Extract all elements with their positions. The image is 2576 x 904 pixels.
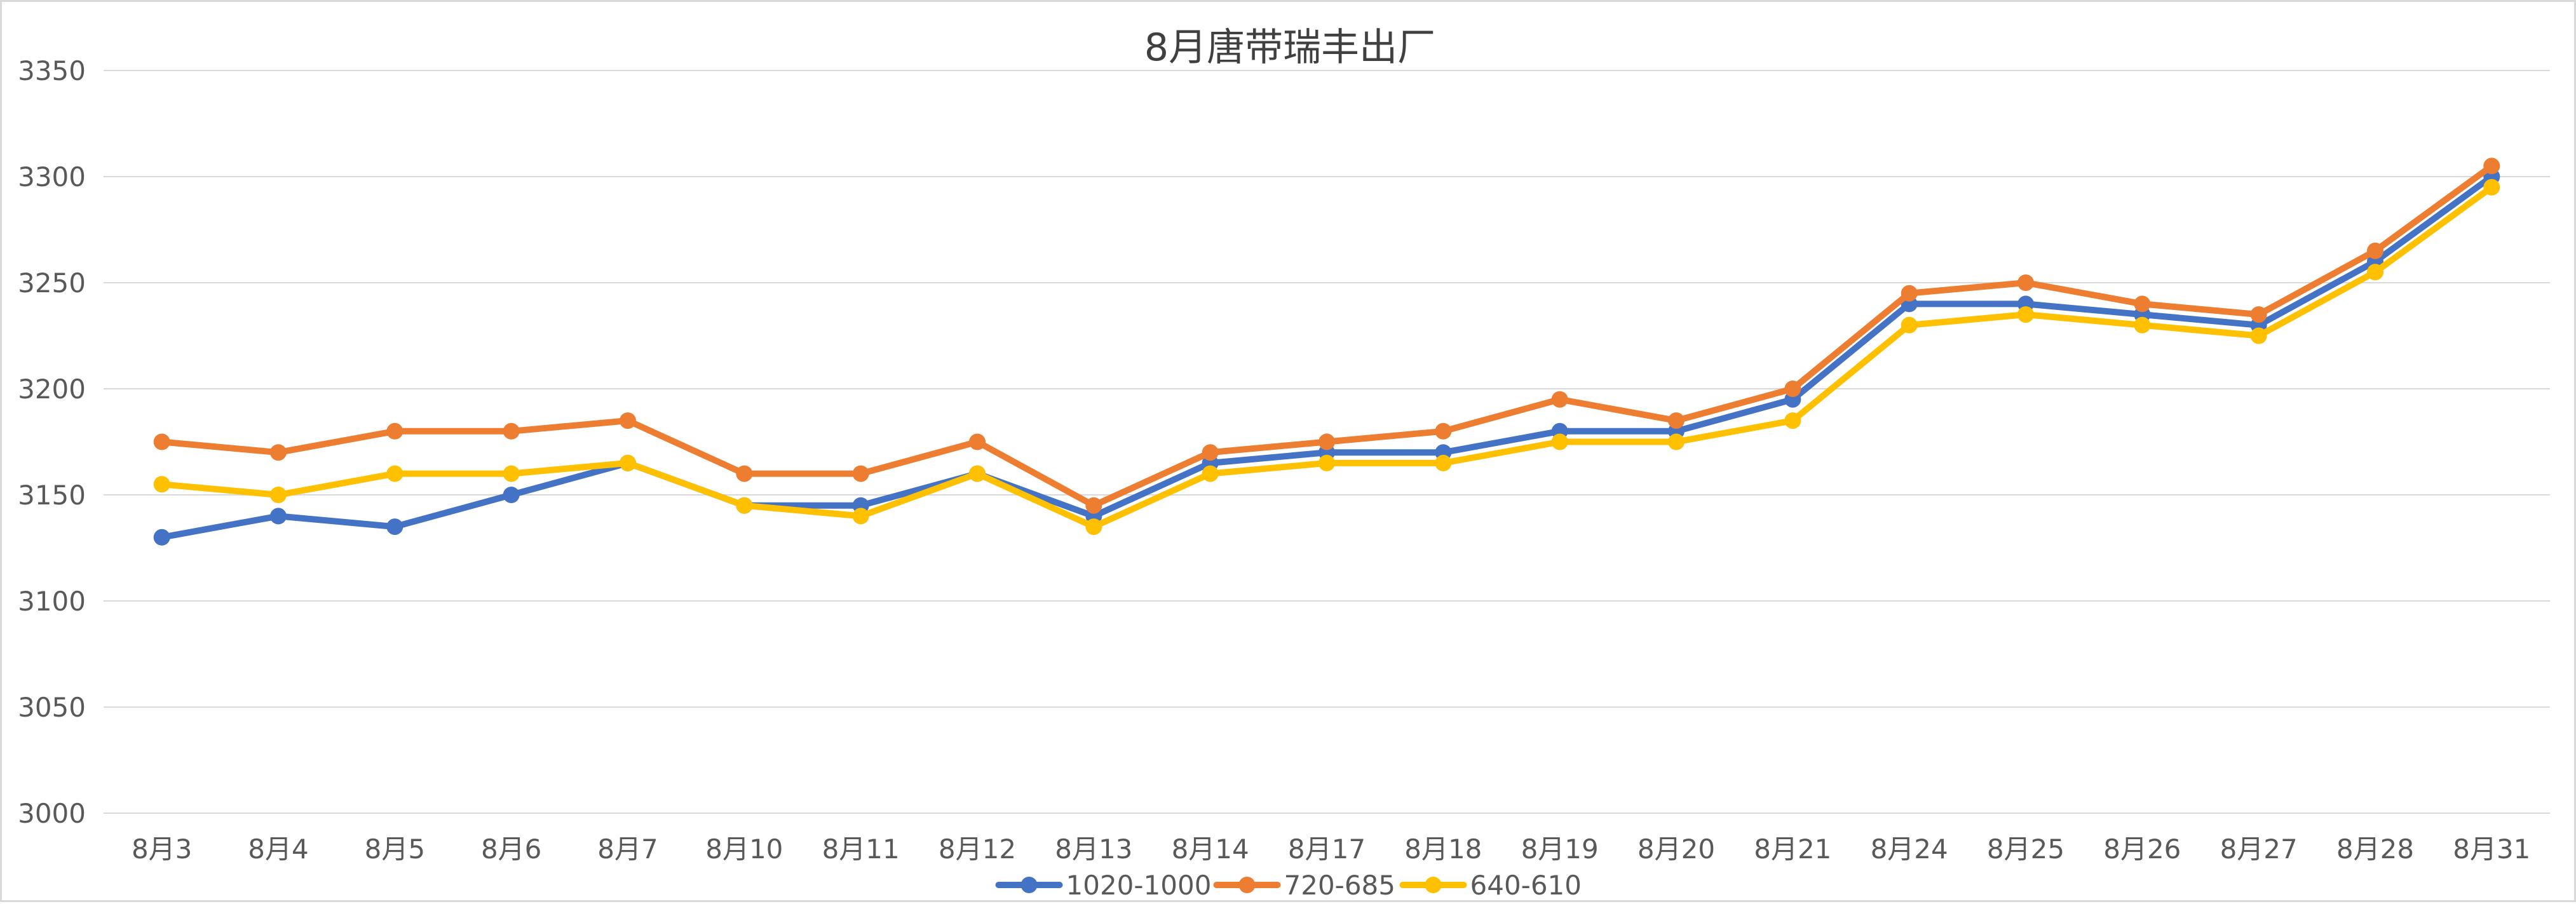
x-tick-label: 8月7 [597, 833, 658, 865]
data-point [1202, 465, 1219, 482]
data-point [386, 422, 403, 440]
data-point [620, 454, 636, 471]
legend-label: 640-610 [1470, 870, 1582, 901]
data-point [1551, 391, 1568, 408]
data-point [2367, 264, 2383, 281]
legend-item: 720-685 [1213, 870, 1396, 901]
y-tick-label: 3000 [18, 798, 86, 829]
data-point [2017, 306, 2034, 323]
x-tick-label: 8月18 [1404, 833, 1482, 865]
data-point [1435, 422, 1452, 440]
chart-title: 8月唐带瑞丰出厂 [1144, 25, 1435, 70]
data-point [153, 529, 170, 546]
data-point [270, 487, 287, 503]
data-point [1319, 433, 1335, 450]
y-tick-label: 3150 [18, 480, 86, 511]
data-point [1085, 518, 1102, 536]
data-point [2134, 316, 2151, 334]
x-tick-label: 8月31 [2453, 833, 2530, 865]
data-point [270, 444, 287, 461]
series-group [153, 158, 2500, 546]
x-tick-label: 8月24 [1871, 833, 1948, 865]
x-tick-label: 8月17 [1288, 833, 1366, 865]
data-point [620, 412, 636, 429]
series-line [158, 173, 2495, 541]
data-point [503, 487, 520, 503]
x-tick-label: 8月6 [481, 833, 541, 865]
y-tick-label: 3200 [18, 374, 86, 405]
x-tick-label: 8月11 [822, 833, 900, 865]
x-tick-label: 8月5 [365, 833, 425, 865]
x-tick-label: 8月14 [1172, 833, 1249, 865]
data-point [969, 465, 986, 482]
x-tick-label: 8月3 [132, 833, 192, 865]
y-tick-label: 3350 [18, 55, 86, 86]
data-point [852, 465, 869, 482]
series-1020-1000 [153, 168, 2500, 546]
legend-label: 720-685 [1284, 870, 1396, 901]
data-point [2134, 295, 2151, 313]
legend-swatch-marker [1425, 877, 1442, 893]
data-point [1901, 285, 1918, 302]
x-tick-label: 8月19 [1521, 833, 1599, 865]
y-tick-label: 3250 [18, 267, 86, 299]
y-tick-label: 3100 [18, 586, 86, 617]
x-tick-label: 8月4 [248, 833, 308, 865]
data-point [1784, 412, 1801, 429]
x-tick-label: 8月25 [1987, 833, 2064, 865]
x-tick-label: 8月27 [2220, 833, 2298, 865]
data-point [386, 518, 403, 536]
legend-item: 1020-1000 [995, 870, 1212, 901]
data-point [386, 465, 403, 482]
legend-swatch-marker [1238, 877, 1256, 893]
series-720-685 [153, 158, 2500, 514]
data-point [1085, 497, 1102, 514]
data-point [1668, 412, 1685, 429]
y-tick-label: 3300 [18, 161, 86, 192]
data-point [1784, 381, 1801, 397]
y-axis: 3000 3050 3100 3150 3200 3250 3300 3350 [18, 55, 86, 829]
x-tick-label: 8月28 [2336, 833, 2414, 865]
data-point [1901, 316, 1918, 334]
data-point [2483, 158, 2500, 175]
data-point [153, 433, 170, 450]
x-tick-label: 8月10 [705, 833, 783, 865]
data-point [270, 508, 287, 525]
data-point [1435, 454, 1452, 471]
x-tick-label: 8月13 [1055, 833, 1132, 865]
data-point [2483, 179, 2500, 196]
x-tick-label: 8月21 [1754, 833, 1831, 865]
data-point [736, 497, 753, 514]
series-640-610 [153, 179, 2500, 536]
data-point [1551, 433, 1568, 450]
legend: 1020-1000 720-685 640-610 [995, 870, 1582, 901]
data-point [2367, 242, 2383, 259]
data-point [969, 433, 986, 450]
x-tick-label: 8月20 [1637, 833, 1715, 865]
data-point [2250, 327, 2267, 344]
data-point [503, 422, 520, 440]
data-point [1319, 454, 1335, 471]
data-point [2250, 306, 2267, 323]
legend-item: 640-610 [1399, 870, 1582, 901]
y-tick-label: 3050 [18, 692, 86, 723]
x-tick-label: 8月26 [2103, 833, 2181, 865]
data-point [153, 476, 170, 493]
data-point [1202, 444, 1219, 461]
x-tick-label: 8月12 [939, 833, 1016, 865]
legend-label: 1020-1000 [1066, 870, 1212, 901]
x-axis: 8月3 8月4 8月5 8月6 8月7 8月10 8月11 8月12 8月13 8月14 8月17 8… [132, 833, 2530, 865]
data-point [2017, 274, 2034, 291]
legend-swatch-marker [1020, 877, 1038, 893]
data-point [503, 465, 520, 482]
data-point [852, 508, 869, 525]
data-point [736, 465, 753, 482]
data-point [1668, 433, 1685, 450]
